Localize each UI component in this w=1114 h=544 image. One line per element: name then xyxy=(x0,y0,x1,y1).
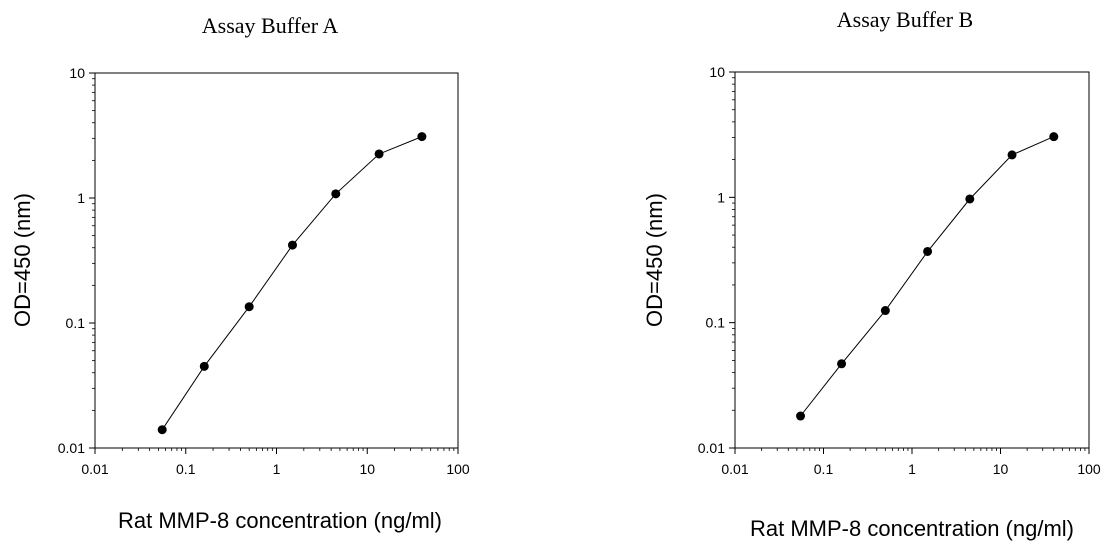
x-tick-label: 100 xyxy=(446,461,470,477)
x-tick-label: 0.01 xyxy=(721,461,748,477)
data-point xyxy=(923,246,933,256)
x-tick-label: 1 xyxy=(908,461,916,477)
chart-a-series xyxy=(157,132,427,435)
data-point xyxy=(796,411,806,421)
y-tick-label: 1 xyxy=(77,190,85,206)
chart-b-y-axis-label: OD=450 (nm) xyxy=(642,193,667,327)
chart-b-title: Assay Buffer B xyxy=(837,7,973,32)
data-point xyxy=(1007,150,1017,160)
x-tick-label: 10 xyxy=(359,461,375,477)
x-tick-label: 100 xyxy=(1077,461,1101,477)
x-tick-label: 0.1 xyxy=(814,461,834,477)
data-point xyxy=(331,189,341,199)
chart-a-y-axis-label: OD=450 (nm) xyxy=(10,193,35,327)
data-point xyxy=(417,132,427,142)
x-tick-label: 1 xyxy=(273,461,281,477)
y-tick-label: 0.01 xyxy=(698,440,725,456)
chart-a-x-axis: 0.01 0.1 1 10 100 xyxy=(81,448,470,477)
y-tick-label: 1 xyxy=(717,189,725,205)
y-tick-label: 0.01 xyxy=(58,440,85,456)
y-tick-label: 10 xyxy=(709,64,725,80)
data-point xyxy=(1049,132,1059,142)
data-point xyxy=(965,194,975,204)
chart-b-x-axis: 0.01 0.1 1 10 100 xyxy=(721,448,1101,477)
data-point xyxy=(880,306,890,316)
x-tick-label: 0.1 xyxy=(176,461,196,477)
chart-b-plot-frame xyxy=(734,71,1090,449)
chart-b-series xyxy=(796,132,1059,421)
series-line xyxy=(161,136,423,430)
y-tick-label: 10 xyxy=(69,65,85,81)
x-tick-label: 10 xyxy=(993,461,1009,477)
chart-b-y-axis: 0.01 0.1 1 10 xyxy=(698,64,735,456)
chart-b-x-axis-label: Rat MMP-8 concentration (ng/ml) xyxy=(750,516,1074,541)
data-point xyxy=(157,425,167,435)
chart-a-title: Assay Buffer A xyxy=(202,13,339,38)
chart-a-x-axis-label: Rat MMP-8 concentration (ng/ml) xyxy=(118,508,442,533)
data-point xyxy=(199,361,209,371)
y-tick-label: 0.1 xyxy=(66,315,86,331)
data-point xyxy=(837,359,847,369)
data-point xyxy=(244,302,254,312)
x-tick-label: 0.01 xyxy=(81,461,108,477)
chart-a-y-axis: 0.01 0.1 1 10 xyxy=(58,65,95,456)
y-tick-label: 0.1 xyxy=(706,315,726,331)
chart-a-plot-frame xyxy=(94,72,459,449)
series-line xyxy=(800,136,1055,417)
data-point xyxy=(374,149,384,159)
data-point xyxy=(287,240,297,250)
